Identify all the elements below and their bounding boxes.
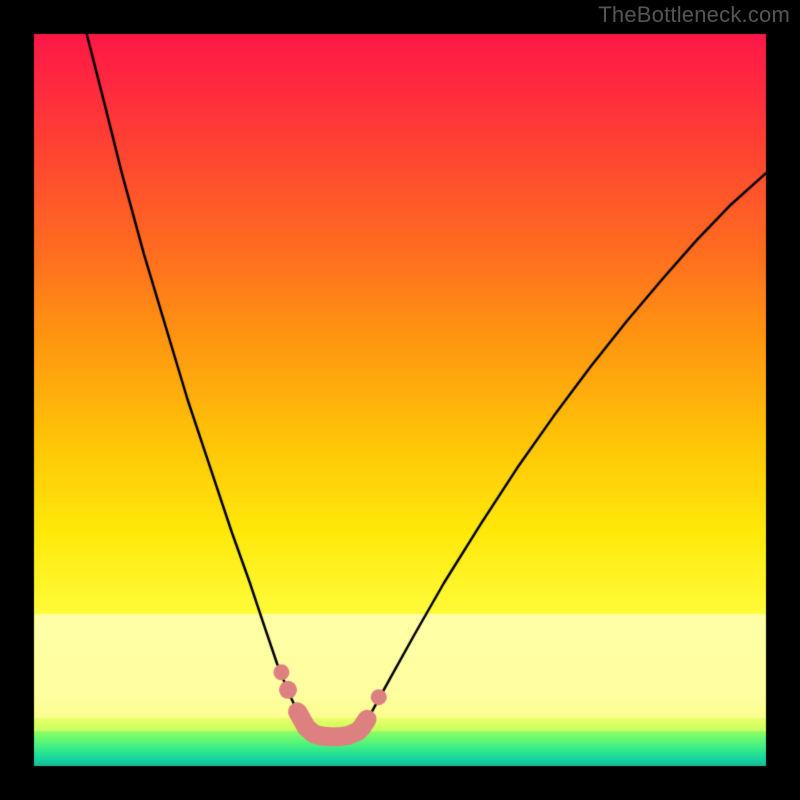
chart-canvas: [0, 0, 800, 800]
chart-stage: TheBottleneck.com: [0, 0, 800, 800]
watermark-text: TheBottleneck.com: [598, 2, 790, 28]
